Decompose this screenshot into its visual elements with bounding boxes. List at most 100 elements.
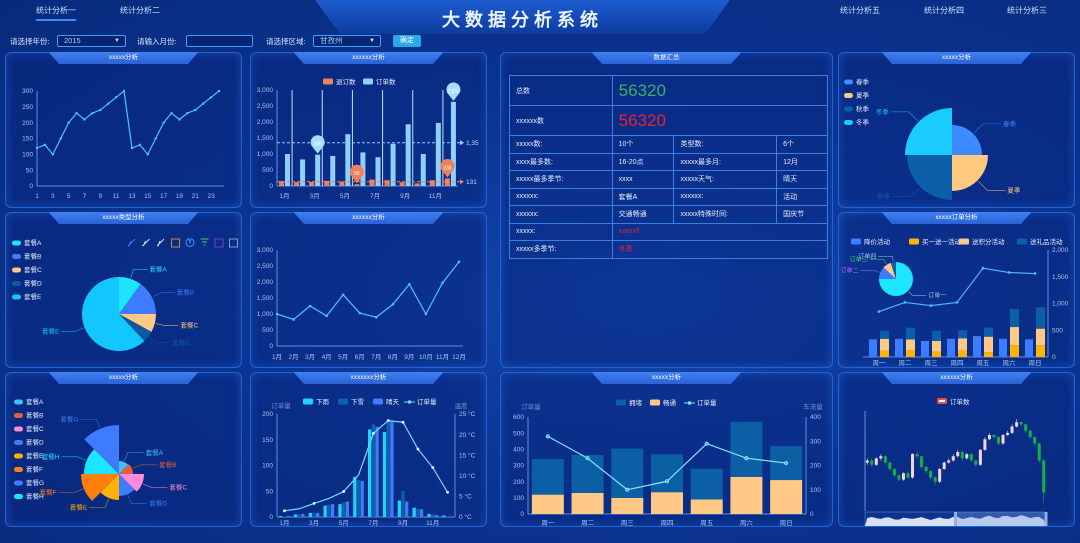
- bar: [293, 514, 298, 517]
- x-tick-label: 5: [67, 193, 71, 200]
- bar: [323, 505, 327, 517]
- data-point: [292, 318, 295, 321]
- legend-item: 下雪: [351, 398, 364, 406]
- brush-polygon-icon[interactable]: [142, 238, 150, 247]
- y-tick-label: 2,000: [257, 119, 274, 126]
- bar: [279, 515, 283, 517]
- y-tick-label: 3,000: [257, 247, 274, 254]
- y-tick-label: 400: [513, 447, 524, 454]
- data-point: [122, 89, 126, 93]
- year-select[interactable]: 2015 ▼: [57, 35, 126, 47]
- data-zoom-handle[interactable]: [954, 512, 957, 526]
- data-point: [209, 96, 213, 99]
- monthly-line-panel: 0 500 1,000 1,500 2,000 2,500 3,000 1月 2月 3月 4月 5月 6…: [250, 212, 487, 368]
- pie-slice: [907, 155, 952, 200]
- label-leader-line: [130, 269, 148, 278]
- bar: [368, 429, 372, 517]
- slice-label: 秋季: [877, 192, 891, 201]
- y-tick-label: 200: [262, 411, 273, 418]
- legend-item: 订单量: [697, 398, 717, 407]
- chevron-down-icon: ▼: [369, 38, 375, 44]
- data-view-icon[interactable]: [171, 238, 180, 248]
- data-point: [625, 487, 630, 492]
- header-banner: [315, 0, 730, 34]
- tab-stats-5[interactable]: 统计分析五: [840, 6, 880, 15]
- brush-rect-icon[interactable]: [127, 238, 136, 247]
- bar: [390, 143, 396, 186]
- legend-icon: [14, 440, 23, 445]
- legend-icon: [939, 400, 945, 402]
- data-point: [704, 441, 709, 446]
- stacked-bar: [1010, 345, 1019, 357]
- region-select[interactable]: 甘孜州 ▼: [313, 35, 381, 47]
- candle: [992, 435, 996, 438]
- y-tick-label: 20 °C: [459, 431, 476, 439]
- brush-clear-icon[interactable]: [156, 238, 165, 247]
- restore-icon[interactable]: [214, 238, 224, 248]
- data-point: [955, 301, 959, 304]
- candle: [883, 456, 887, 463]
- label-leader-line: [142, 483, 168, 488]
- summary-value: 交通畅通: [611, 205, 675, 224]
- tab-stats-1[interactable]: 统计分析一: [36, 5, 76, 21]
- x-tick-label: 7月: [368, 519, 378, 526]
- label-leader-line: [124, 452, 144, 462]
- bar: [450, 101, 456, 186]
- bar: [442, 515, 446, 517]
- year-value: 2015: [64, 36, 81, 45]
- stacked-bar: [651, 492, 683, 514]
- legend-icon: [844, 93, 853, 98]
- bar: [309, 181, 315, 186]
- data-point: [877, 310, 881, 313]
- confirm-button[interactable]: 确定: [393, 35, 421, 47]
- panel-title: xxxxx类型分析: [48, 212, 199, 224]
- data-point: [162, 121, 165, 124]
- legend-icon: [844, 106, 853, 112]
- save-image-icon[interactable]: [229, 238, 238, 248]
- data-zoom-window[interactable]: [955, 512, 1047, 526]
- data-point: [457, 260, 461, 264]
- stacked-bar: [880, 330, 889, 339]
- pie-slice: [883, 262, 896, 279]
- pie-slice: [82, 277, 145, 351]
- bar: [324, 180, 330, 186]
- bar: [431, 514, 435, 517]
- legend-item: 套餐H: [26, 492, 44, 501]
- bar: [434, 514, 439, 517]
- season-rose-panel: 春季 夏季 秋季 冬季 春季 夏季 秋季 冬季 xxxxx分析: [838, 52, 1075, 208]
- x-tick-label: 周二: [581, 519, 595, 526]
- data-point: [170, 111, 173, 115]
- data-point: [1007, 271, 1011, 274]
- y-tick-label: 2,500: [257, 103, 274, 110]
- stacked-bar: [531, 494, 564, 514]
- tab-stats-3[interactable]: 统计分析三: [1007, 6, 1047, 15]
- panel-title: xxxxx分析: [48, 372, 199, 384]
- y-tick-label: 0: [520, 511, 524, 518]
- legend-icon: [14, 413, 23, 418]
- summary-label: xxxx最多数:: [509, 152, 613, 171]
- filter-icon[interactable]: [200, 238, 209, 246]
- stacked-bar: [932, 340, 941, 352]
- legend-item: 套餐A: [24, 238, 42, 247]
- mark-point-pin: [349, 164, 364, 184]
- y-tick-label: 50: [266, 488, 274, 495]
- x-tick-label: 11月: [436, 353, 449, 361]
- candle: [933, 477, 937, 482]
- pie-switch-icon[interactable]: [185, 238, 195, 247]
- y-tick-label: 15 °C: [459, 451, 476, 459]
- tab-stats-2[interactable]: 统计分析二: [120, 6, 160, 15]
- month-input[interactable]: [186, 35, 253, 47]
- data-zoom-handle[interactable]: [1044, 512, 1048, 526]
- y-tick-label: 1,000: [1052, 301, 1069, 308]
- tab-stats-4[interactable]: 统计分析四: [924, 6, 964, 15]
- summary-row: xxxx最多数: 16-20点 xxxxx最多月: 12月: [509, 152, 828, 171]
- legend-item: 春季: [856, 77, 870, 86]
- x-tick-label: 1月: [272, 353, 282, 361]
- summary-row: xxxxxx: 交通畅通 xxxxx特殊时间: 国庆节: [509, 205, 828, 224]
- candle: [996, 437, 1000, 444]
- data-point: [51, 153, 55, 156]
- summary-label: xxxxx特殊时间:: [673, 205, 778, 224]
- brush-polygon-icon-glyph: [142, 238, 150, 247]
- candle: [906, 473, 910, 478]
- data-point: [416, 447, 420, 451]
